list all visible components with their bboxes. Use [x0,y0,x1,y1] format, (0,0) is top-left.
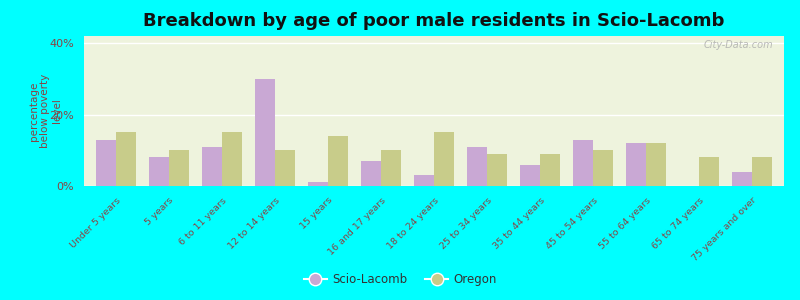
Bar [254,79,275,186]
Bar [361,161,381,186]
Text: City-Data.com: City-Data.com [704,40,774,50]
Bar [149,158,169,186]
Title: Breakdown by age of poor male residents in Scio-Lacomb: Breakdown by age of poor male residents … [143,12,725,30]
Bar [202,147,222,186]
Bar [699,158,719,186]
Bar [308,182,328,186]
Bar [573,140,593,186]
Bar [381,150,401,186]
Bar [540,154,560,186]
Legend: Scio-Lacomb, Oregon: Scio-Lacomb, Oregon [299,269,501,291]
Bar [520,165,540,186]
Bar [487,154,507,186]
Bar [328,136,348,186]
Bar [593,150,614,186]
Bar [626,143,646,186]
Bar [646,143,666,186]
Bar [116,132,136,186]
Bar [732,172,752,186]
Bar [434,132,454,186]
Bar [169,150,189,186]
Bar [222,132,242,186]
Bar [96,140,116,186]
Bar [752,158,772,186]
Bar [467,147,487,186]
Bar [275,150,295,186]
Bar [414,175,434,186]
Y-axis label: percentage
below poverty
level: percentage below poverty level [29,74,62,148]
